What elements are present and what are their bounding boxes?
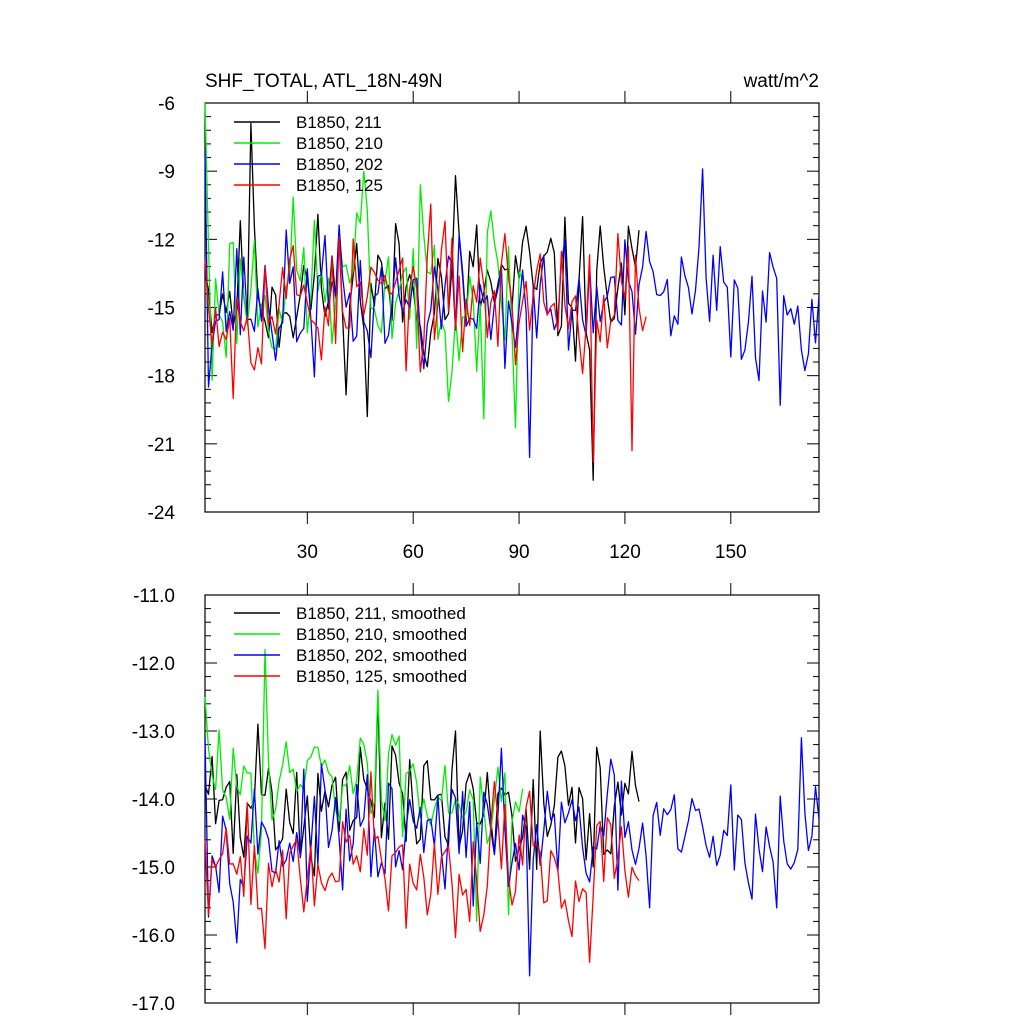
- x-tick-label: 30: [297, 542, 318, 563]
- legend-label: B1850, 210: [296, 134, 383, 153]
- bottom-series-group: [204, 648, 820, 977]
- bottom-x-axis: [306, 583, 732, 1015]
- y-tick-label: -9: [158, 162, 175, 183]
- x-tick-label: 150: [715, 542, 747, 563]
- bottom-panel: -17.0 -16.0 -15.0 -14.0 -13.0 -12.0 -11.0 B185…: [132, 583, 820, 1015]
- y-tick-label: -15.0: [132, 858, 175, 879]
- x-tick-label: 60: [403, 542, 424, 563]
- legend-label: B1850, 211, smoothed: [296, 604, 466, 623]
- legend-label: B1850, 202: [296, 155, 383, 174]
- y-tick-label: -16.0: [132, 926, 175, 947]
- top-x-axis: 30 60 90 120 150: [297, 91, 747, 563]
- y-tick-label: -6: [158, 94, 175, 115]
- top-chart-units: watt/m^2: [743, 71, 819, 92]
- series-line-0: [204, 122, 640, 481]
- bottom-legend: B1850, 211, smoothed B1850, 210, smoothed…: [234, 604, 467, 686]
- y-tick-label: -12: [148, 230, 175, 251]
- legend-label: B1850, 202, smoothed: [296, 646, 467, 665]
- legend-label: B1850, 125: [296, 176, 383, 195]
- x-tick-label: 90: [508, 542, 529, 563]
- legend-label: B1850, 125, smoothed: [296, 667, 467, 686]
- bottom-y-axis: -17.0 -16.0 -15.0 -14.0 -13.0 -12.0 -11.0: [132, 586, 819, 1015]
- top-y-axis: -24 -21 -18 -15 -12 -9 -6: [148, 94, 819, 524]
- series-line-2: [204, 737, 820, 977]
- legend-label: B1850, 210, smoothed: [296, 625, 467, 644]
- y-tick-label: -17.0: [132, 994, 175, 1015]
- top-panel: SHF_TOTAL, ATL_18N-49N watt/m^2 -24 -21 -1…: [148, 71, 820, 563]
- y-tick-label: -13.0: [132, 722, 175, 743]
- series-line-0: [204, 696, 640, 877]
- series-line-3: [204, 203, 647, 463]
- y-tick-label: -12.0: [132, 654, 175, 675]
- y-tick-label: -11.0: [133, 586, 175, 607]
- series-line-2: [204, 150, 820, 459]
- series-line-1: [204, 648, 524, 923]
- top-series-group: [204, 102, 820, 481]
- y-tick-label: -15: [148, 299, 175, 320]
- top-legend: B1850, 211 B1850, 210 B1850, 202 B1850, 125: [234, 113, 383, 195]
- x-tick-label: 120: [609, 542, 641, 563]
- y-tick-label: -24: [148, 503, 176, 524]
- top-chart-title: SHF_TOTAL, ATL_18N-49N: [205, 71, 443, 92]
- legend-label: B1850, 211: [296, 113, 382, 132]
- y-tick-label: -21: [148, 435, 175, 456]
- y-tick-label: -18: [148, 367, 175, 388]
- series-line-1: [204, 102, 524, 429]
- y-tick-label: -14.0: [132, 790, 175, 811]
- series-line-3: [204, 771, 640, 963]
